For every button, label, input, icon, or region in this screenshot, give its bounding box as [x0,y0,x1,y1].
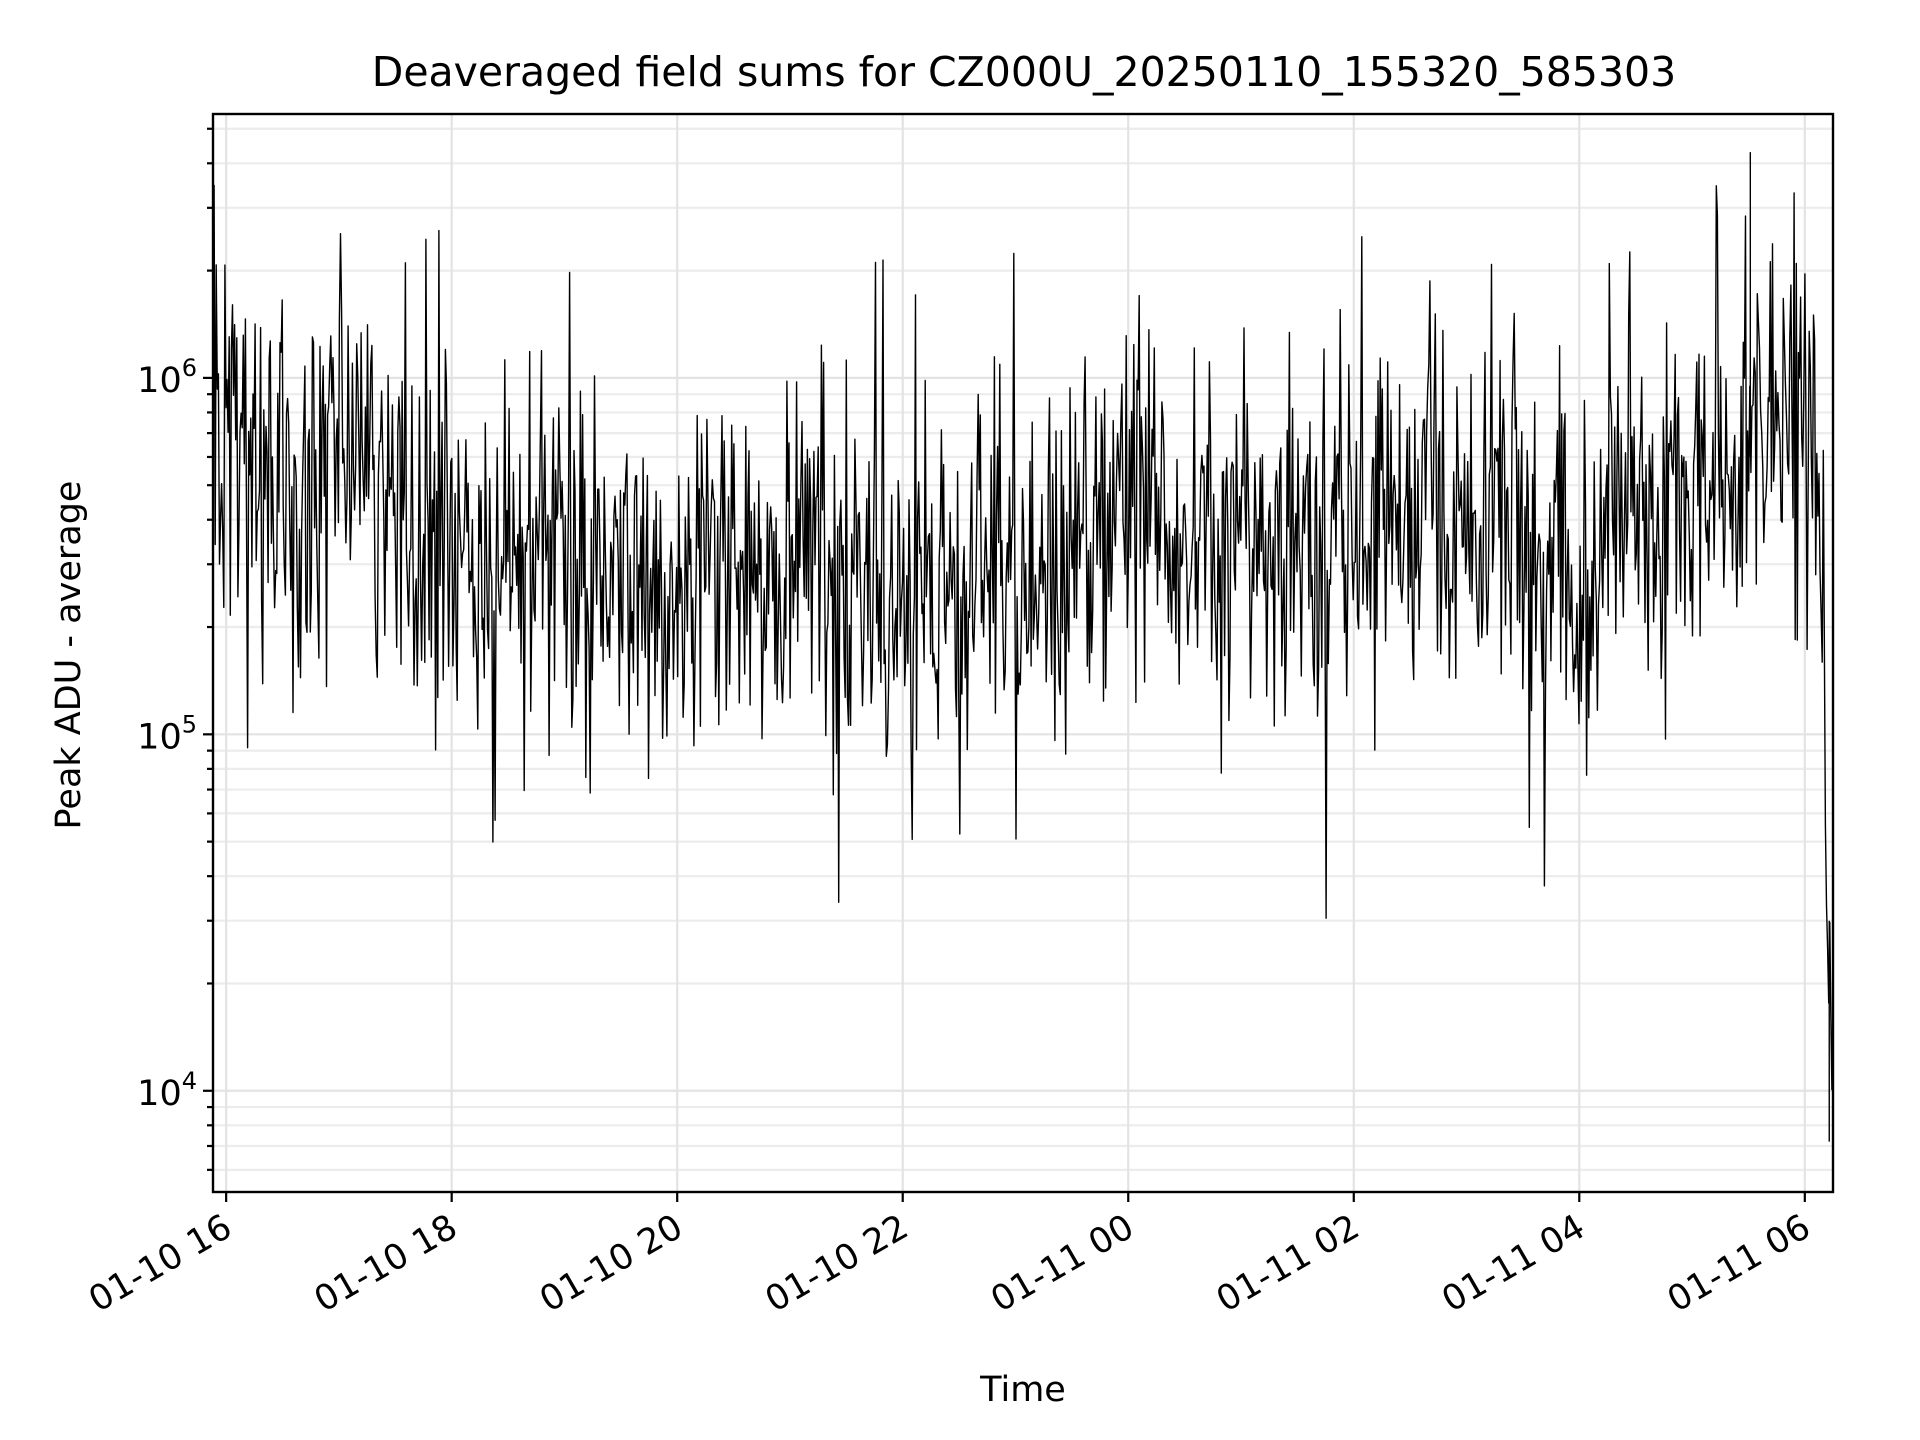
grid [213,114,1833,1192]
x-tick-label: 01-11 04 [1435,1207,1591,1320]
x-axis: 01-10 16 01-10 18 01-10 20 01-10 22 01-11 00… [82,1192,1817,1320]
y-tick-base: 10 [137,1074,182,1114]
y-tick-exponent: 5 [182,710,197,738]
x-tick-label: 01-10 22 [759,1207,915,1320]
plot-frame [211,112,1835,1194]
y-tick-label: 104 [137,1067,197,1114]
x-tick-label: 01-10 18 [308,1207,464,1320]
y-axis-label: Peak ADU - average [49,481,89,830]
x-tick-label: 01-11 02 [1210,1207,1366,1320]
y-tick-exponent: 6 [182,354,197,382]
x-tick-label: 01-11 06 [1661,1207,1817,1320]
y-tick-exponent: 4 [182,1067,197,1095]
x-axis-label: Time [979,1370,1066,1410]
x-tick-label: 01-11 00 [984,1207,1140,1320]
series-line [212,184,1834,1091]
x-tick-label: 01-10 20 [533,1207,689,1320]
y-tick-label: 105 [137,710,197,757]
y-tick-base: 10 [137,361,182,401]
chart-title: Deaveraged field sums for CZ000U_2025011… [372,48,1676,96]
x-tick-label: 01-10 16 [82,1207,238,1320]
plot-area [212,152,1834,1142]
y-tick-base: 10 [137,717,182,757]
y-tick-label: 106 [137,354,197,401]
